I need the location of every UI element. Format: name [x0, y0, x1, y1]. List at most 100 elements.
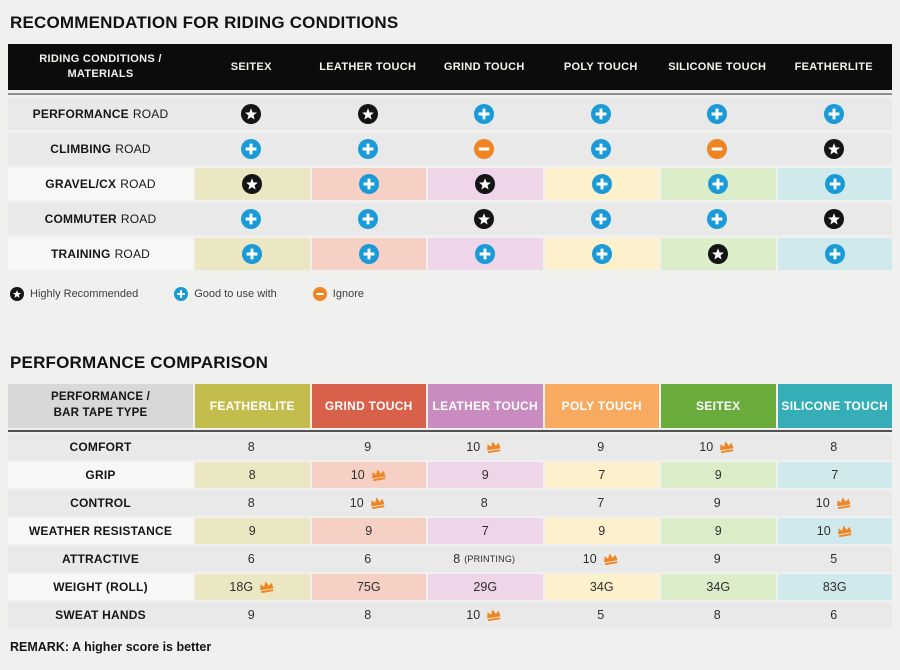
star-mark-cell: [195, 168, 310, 200]
score-value: 9: [713, 552, 721, 566]
plus-icon: [708, 174, 729, 194]
star-mark-cell: [309, 98, 426, 130]
score-cell: 8: [659, 602, 776, 628]
star-icon: [241, 104, 262, 124]
score-value: 34G: [589, 580, 614, 594]
score-value: 10: [466, 608, 481, 622]
star-mark-cell: [775, 133, 892, 165]
plus-icon: [357, 209, 378, 229]
score-cell: 10: [659, 434, 776, 460]
crown-icon: [258, 580, 275, 594]
score-cell: 9: [428, 462, 543, 488]
star-icon: [823, 209, 844, 229]
plus-mark-cell: [659, 203, 776, 235]
riding-conditions-column-headers: SEITEX LEATHER TOUCH GRIND TOUCH POLY TOUCH…: [193, 44, 892, 90]
star-icon: [475, 174, 496, 194]
plus-mark-cell: [195, 238, 310, 270]
row-label: COMMUTER ROAD: [8, 203, 193, 235]
score-value: 83G: [822, 580, 847, 594]
score-cell: 9: [661, 518, 776, 544]
crown-icon: [485, 608, 502, 622]
riding-row-climbing: CLIMBING ROAD: [8, 133, 892, 165]
score-cell: 10: [311, 462, 426, 488]
legend-label: Good to use with: [194, 288, 277, 300]
score-cell: 5: [775, 546, 892, 572]
score-value: 10: [349, 496, 364, 510]
riding-conditions-title: RECOMMENDATION FOR RIDING CONDITIONS: [10, 13, 399, 32]
row-label: CLIMBING ROAD: [8, 133, 193, 165]
performance-row-sweat-hands: SWEAT HANDS 9 8 10 5 8 6: [8, 602, 892, 628]
score-cell: 6: [193, 546, 310, 572]
score-value: 8: [830, 440, 838, 454]
score-cell: 8: [195, 462, 310, 488]
column-header-featherlite: FEATHERLITE: [195, 384, 310, 428]
score-cell: 10: [542, 546, 659, 572]
performance-row-attractive: ATTRACTIVE 6 6 8 (PRINTING) 10 9 5: [8, 546, 892, 572]
column-header-silicone-touch: SILICONE TOUCH: [777, 384, 892, 428]
performance-corner-header: PERFORMANCE / BAR TAPE TYPE: [8, 384, 193, 428]
score-value: 7: [598, 468, 606, 482]
score-value: 7: [831, 468, 839, 482]
riding-conditions-rows: PERFORMANCE ROAD CLIMBING ROAD GRAVEL/CX ROAD…: [8, 98, 892, 270]
plus-icon: [591, 244, 612, 264]
score-cell: 9: [193, 602, 310, 628]
score-value: 7: [597, 496, 605, 510]
star-icon: [474, 209, 495, 229]
riding-conditions-header-row: RIDING CONDITIONS / MATERIALS SEITEX LEAT…: [8, 44, 892, 90]
score-cell: 83G: [777, 574, 892, 600]
row-label: TRAINING ROAD: [8, 238, 193, 270]
plus-icon: [241, 139, 262, 159]
plus-icon: [823, 104, 844, 124]
score-cell: 6: [775, 602, 892, 628]
performance-row-comfort: COMFORT 8 9 10 9 10 8: [8, 434, 892, 460]
score-value: 10: [816, 524, 831, 538]
plus-icon: [358, 174, 379, 194]
score-value: 8: [247, 496, 255, 510]
row-label: CONTROL: [8, 490, 193, 516]
legend-label: Ignore: [332, 288, 364, 300]
star-mark-cell: [428, 168, 543, 200]
score-value: 10: [350, 468, 365, 482]
crown-icon: [370, 468, 387, 482]
header-divider: [8, 93, 892, 95]
plus-icon: [475, 244, 496, 264]
minus-mark-cell: [659, 133, 776, 165]
crown-icon: [369, 496, 386, 510]
score-cell: 29G: [428, 574, 543, 600]
score-value: 10: [815, 496, 830, 510]
score-value: 34G: [706, 580, 731, 594]
riding-row-gravel-cx: GRAVEL/CX ROAD: [8, 168, 892, 200]
plus-mark-cell: [659, 98, 776, 130]
row-label: GRAVEL/CX ROAD: [8, 168, 193, 200]
score-value: 6: [247, 552, 255, 566]
score-value: 9: [248, 524, 256, 538]
score-cell: 10: [426, 434, 543, 460]
score-cell: 10: [775, 490, 892, 516]
crown-icon: [602, 552, 619, 566]
score-value: 8: [480, 496, 488, 510]
score-cell: 7: [542, 490, 659, 516]
score-cell: 75G: [311, 574, 426, 600]
plus-mark-cell: [542, 203, 659, 235]
star-icon: [10, 287, 24, 301]
minus-icon: [312, 287, 327, 301]
score-cell: 9: [661, 462, 776, 488]
plus-icon: [357, 139, 378, 159]
column-header-poly-touch: POLY TOUCH: [544, 384, 659, 428]
performance-row-control: CONTROL 8 10 8 7 9 10: [8, 490, 892, 516]
legend-label: Highly Recommended: [30, 288, 139, 300]
corner-header-line1: PERFORMANCE /: [50, 391, 151, 404]
column-header-leather-touch: LEATHER TOUCH: [319, 61, 417, 73]
score-note: (PRINTING): [464, 554, 516, 564]
score-cell: 10: [309, 490, 426, 516]
score-cell: 5: [542, 602, 659, 628]
star-mark-cell: [193, 98, 310, 130]
score-value: 5: [597, 608, 605, 622]
crown-icon: [836, 524, 853, 538]
minus-mark-cell: [426, 133, 543, 165]
row-label: ATTRACTIVE: [8, 546, 193, 572]
legend-item-highly-recommended: Highly Recommended: [10, 287, 138, 301]
score-cell: 8 (PRINTING): [426, 546, 543, 572]
score-value: 9: [598, 524, 606, 538]
score-value: 9: [247, 608, 255, 622]
